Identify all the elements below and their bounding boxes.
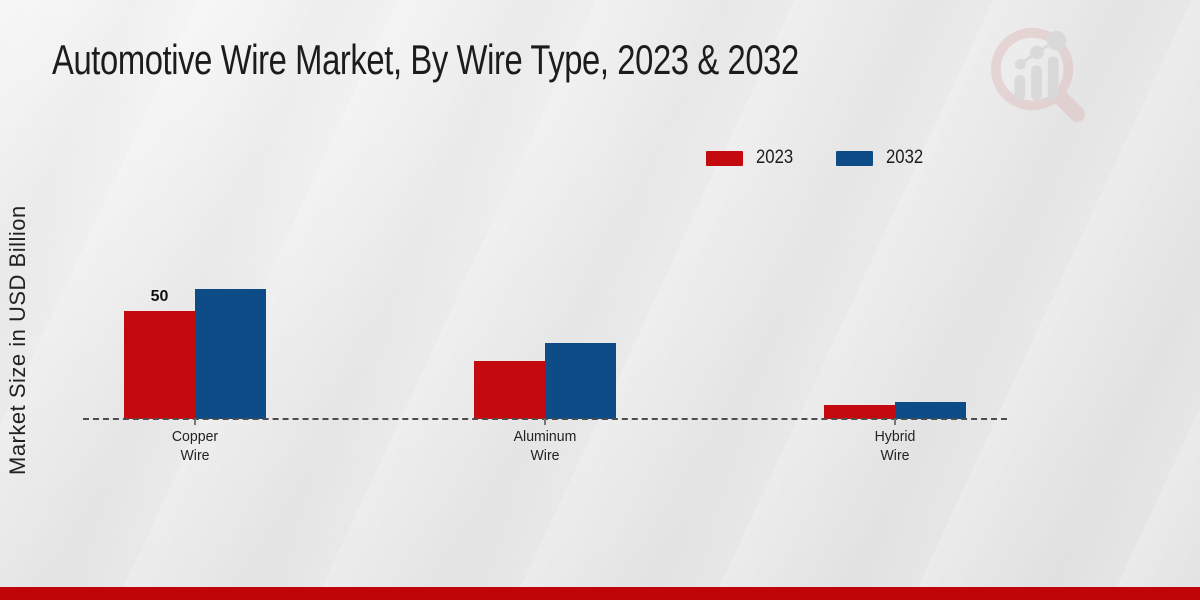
legend-swatch-2032 [836, 150, 874, 166]
legend-swatch-2023 [706, 150, 743, 166]
bar-2023-copper-wire [124, 311, 195, 419]
market-research-future-logo-icon [990, 27, 1086, 122]
plot-area: Copper Wire Aluminum Wire Hybrid Wire 50 [83, 0, 1007, 464]
x-axis-tick-hybrid-wire [894, 419, 896, 425]
legend: 2023 2032 [706, 147, 929, 169]
legend-item-2023: 2023 [706, 147, 798, 169]
legend-item-2032: 2032 [836, 147, 928, 169]
bar-value-label-2023: 50 [150, 288, 169, 305]
y-axis-label: Market Size in USD Billion [5, 205, 30, 475]
bar-2032-aluminum-wire [545, 343, 616, 419]
chart-title: Automotive Wire Market, By Wire Type, 20… [52, 36, 799, 83]
legend-label-2032: 2032 [886, 147, 924, 168]
x-axis-tick-copper-wire [194, 419, 196, 425]
x-axis-label-copper-wire: Copper Wire [171, 428, 219, 464]
bar-2032-hybrid-wire [895, 401, 966, 419]
x-axis-label-hybrid-wire: Hybrid Wire [874, 428, 916, 464]
x-axis-label-aluminum-wire: Aluminum Wire [513, 428, 577, 464]
x-axis-tick-aluminum-wire [544, 419, 546, 425]
legend-label-2023: 2023 [756, 147, 794, 168]
bar-2023-aluminum-wire [474, 360, 545, 419]
bar-2023-hybrid-wire [824, 404, 895, 419]
footer-accent-bar [0, 587, 1200, 600]
bar-2032-copper-wire [195, 289, 266, 419]
